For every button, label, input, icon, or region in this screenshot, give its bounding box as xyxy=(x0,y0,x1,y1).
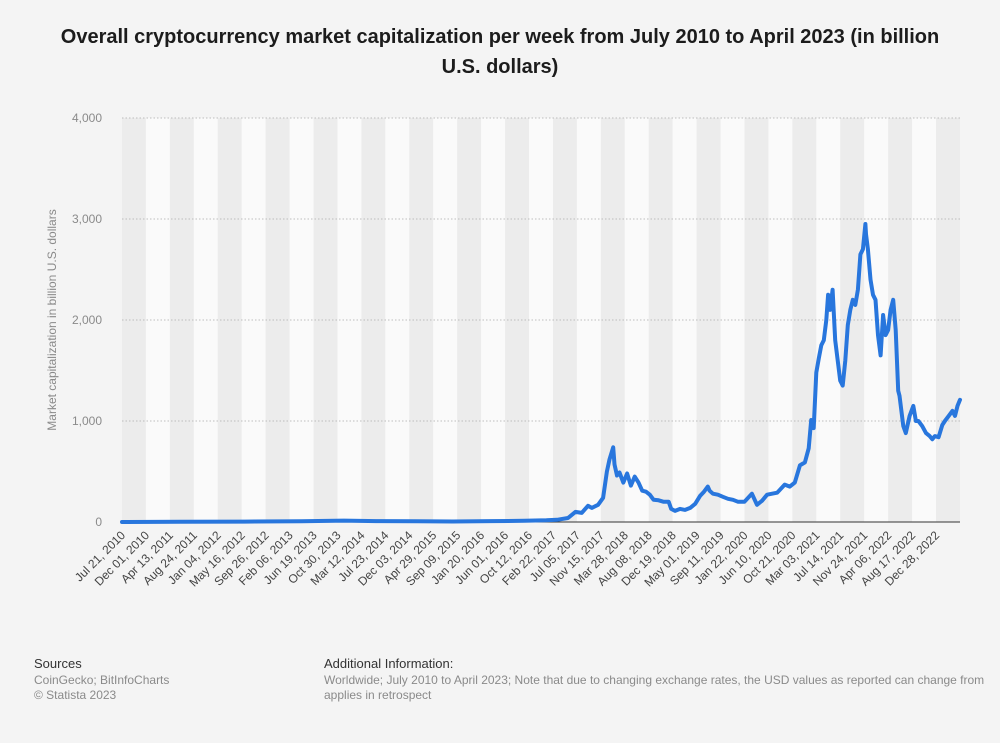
y-tick-label: 0 xyxy=(95,515,102,529)
series-line-market-cap xyxy=(120,222,962,524)
sources-heading: Sources xyxy=(34,656,82,671)
chart-title: Overall cryptocurrency market capitaliza… xyxy=(60,26,940,78)
sources-block: Sources CoinGecko; BitInfoCharts © Stati… xyxy=(34,656,294,703)
additional-info-text: Worldwide; July 2010 to April 2023; Note… xyxy=(324,673,985,687)
additional-info-block: Additional Information: Worldwide; July … xyxy=(324,656,1000,703)
y-tick-label: 3,000 xyxy=(72,212,102,226)
additional-info-text-2: applies in retrospect xyxy=(324,688,432,702)
additional-info-heading: Additional Information: xyxy=(324,656,454,671)
y-tick-label: 2,000 xyxy=(72,313,102,327)
copyright-text: © Statista 2023 xyxy=(34,688,117,702)
y-tick-label: 1,000 xyxy=(72,414,102,428)
y-tick-label: 4,000 xyxy=(72,111,102,125)
sources-text: CoinGecko; BitInfoCharts xyxy=(34,673,170,687)
y-axis-ticks: 0 1,000 2,000 3,000 4,000 xyxy=(72,111,102,529)
y-axis-label: Market capitalization in billion U.S. do… xyxy=(45,209,59,430)
